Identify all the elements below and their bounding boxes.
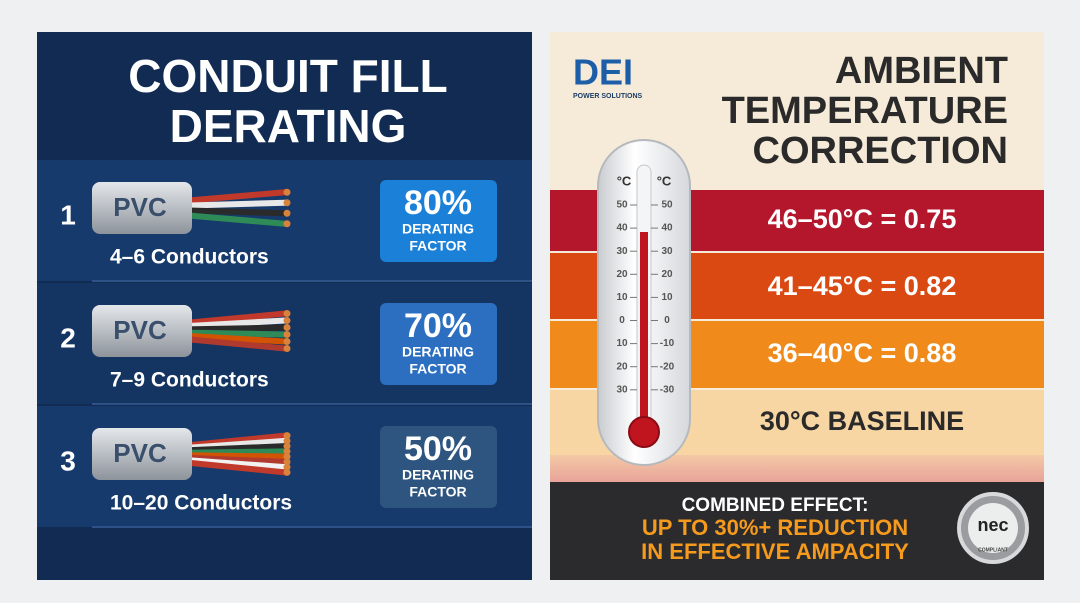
- left-title: CONDUIT FILL: [128, 50, 447, 102]
- jacket-label: PVC: [113, 438, 167, 468]
- wire: [177, 324, 288, 333]
- row-number: 1: [60, 199, 76, 230]
- conductor-count: 7–9 Conductors: [110, 369, 269, 392]
- cable: [92, 305, 192, 357]
- jacket-label: PVC: [113, 192, 167, 222]
- unit-label: °C: [617, 173, 632, 188]
- right-title: CORRECTION: [753, 130, 1008, 172]
- factor-label: FACTOR: [409, 484, 466, 500]
- band-label: 36–40°C = 0.88: [768, 338, 957, 368]
- band-label: 41–45°C = 0.82: [768, 271, 957, 301]
- wire: [177, 329, 288, 338]
- wire-end: [283, 442, 291, 450]
- wire-end: [283, 432, 291, 440]
- scale-label: -20: [660, 361, 675, 372]
- band-label: 46–50°C = 0.75: [768, 204, 957, 234]
- wire-end: [283, 453, 291, 461]
- cable: [92, 428, 192, 480]
- scale-label: -10: [660, 338, 675, 349]
- factor-badge: [380, 426, 497, 508]
- band-label: 30°C BASELINE: [760, 406, 964, 436]
- factor-percent: 50%: [404, 430, 472, 468]
- badge-text: nec: [977, 515, 1008, 535]
- wire-end: [283, 188, 291, 196]
- footer-lead: COMBINED EFFECT:: [682, 495, 869, 516]
- scale-label: 40: [616, 223, 628, 234]
- scale-label: 50: [661, 200, 673, 211]
- factor-label: FACTOR: [409, 361, 466, 377]
- wire-end: [283, 437, 291, 445]
- wire: [177, 335, 288, 352]
- unit-label: °C: [657, 173, 672, 188]
- scale-label: 10: [616, 338, 628, 349]
- scale-label: 30: [616, 384, 628, 395]
- factor-label: FACTOR: [409, 238, 466, 254]
- scale-label: 20: [616, 269, 628, 280]
- wire-end: [283, 338, 291, 345]
- right-title: TEMPERATURE: [722, 90, 1008, 132]
- wire: [177, 317, 288, 330]
- badge-subtext: COMPLIANT: [978, 547, 1008, 553]
- left-title: DERATING: [170, 100, 407, 152]
- wire-end: [283, 468, 291, 476]
- wire-end: [283, 317, 291, 324]
- scale-label: 10: [616, 292, 628, 303]
- scale-label: 30: [661, 246, 673, 257]
- factor-label: DERATING: [402, 344, 474, 360]
- wire-end: [283, 331, 291, 338]
- wire-end: [283, 463, 291, 471]
- wire-end: [283, 447, 291, 455]
- factor-label: DERATING: [402, 467, 474, 483]
- wire: [177, 199, 288, 209]
- wire-end: [283, 345, 291, 352]
- wire: [177, 207, 288, 217]
- scale-label: 30: [616, 246, 628, 257]
- scale-label: 40: [661, 223, 673, 234]
- scale-label: 0: [664, 315, 670, 326]
- wire-end: [283, 458, 291, 466]
- wire: [177, 211, 288, 227]
- scale-label: -30: [660, 384, 675, 395]
- row-number: 3: [60, 445, 76, 476]
- jacket-label: PVC: [113, 315, 167, 345]
- row-number: 2: [60, 322, 76, 353]
- logo-tagline: POWER SOLUTIONS: [573, 93, 643, 100]
- wire: [177, 189, 288, 205]
- scale-label: 20: [661, 269, 673, 280]
- conductor-count: 4–6 Conductors: [110, 246, 269, 269]
- footer-highlight: IN EFFECTIVE AMPACITY: [641, 539, 909, 564]
- cable: [92, 182, 192, 234]
- conductor-count: 10–20 Conductors: [110, 492, 292, 515]
- factor-label: DERATING: [402, 221, 474, 237]
- scale-label: 10: [661, 292, 673, 303]
- wire: [177, 458, 288, 476]
- factor-percent: 80%: [404, 184, 472, 222]
- right-title: AMBIENT: [835, 50, 1008, 92]
- scale-label: 20: [616, 361, 628, 372]
- scale-label: 50: [616, 200, 628, 211]
- wire: [177, 310, 288, 327]
- mercury: [640, 232, 648, 432]
- wire-end: [283, 310, 291, 317]
- wire: [177, 332, 288, 345]
- wire-end: [283, 209, 291, 217]
- factor-badge: [380, 303, 497, 385]
- footer-highlight: UP TO 30%+ REDUCTION: [642, 515, 908, 540]
- scale-label: 0: [619, 315, 625, 326]
- factor-badge: [380, 180, 497, 262]
- thermometer-bulb: [628, 416, 660, 448]
- factor-percent: 70%: [404, 307, 472, 345]
- badge-inner: [968, 503, 1018, 553]
- wire-end: [283, 324, 291, 331]
- wire-end: [283, 199, 291, 207]
- wire-end: [283, 220, 291, 228]
- logo: DEI: [573, 52, 633, 93]
